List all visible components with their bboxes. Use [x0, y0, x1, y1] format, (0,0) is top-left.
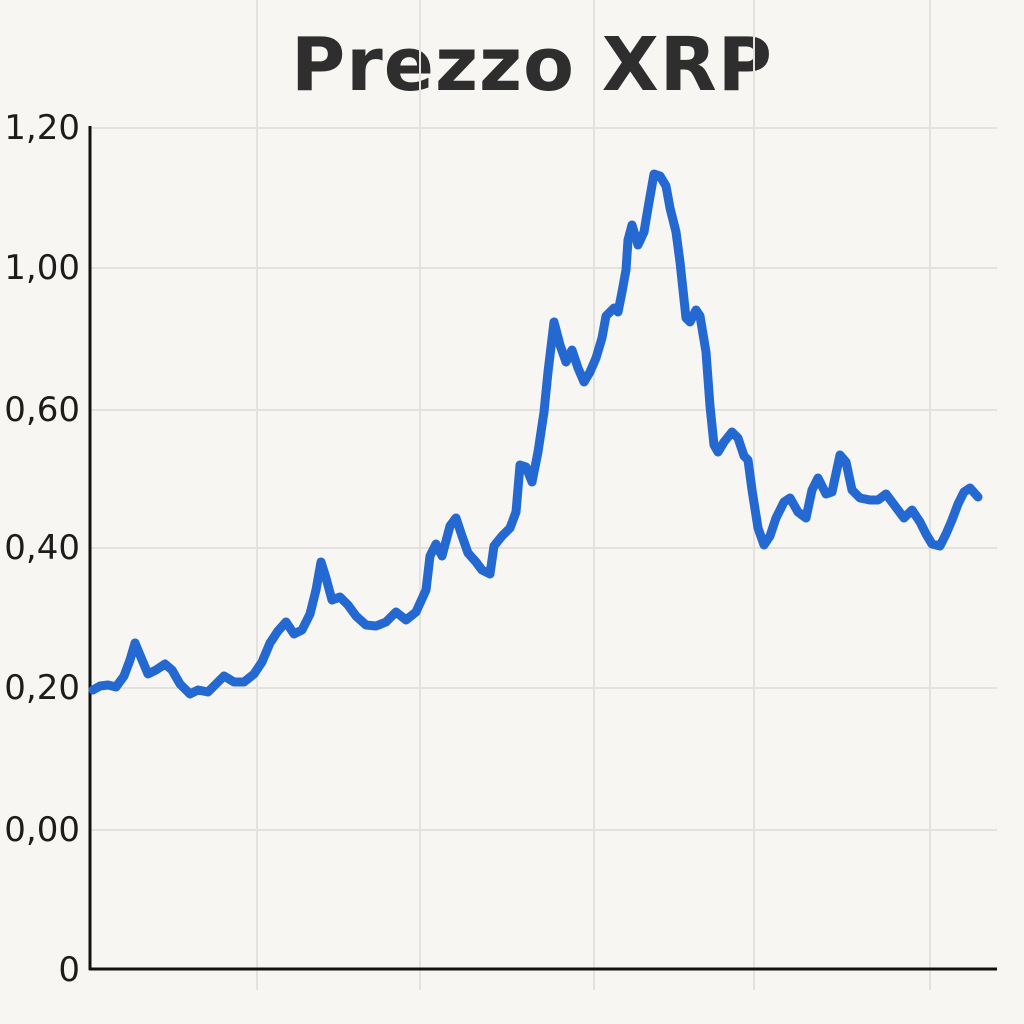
y-tick-label: 0,20 — [4, 668, 80, 708]
y-tick-label: 1,20 — [4, 108, 80, 148]
y-tick-label: 0,00 — [4, 810, 80, 850]
y-tick-label: 0,60 — [4, 390, 80, 430]
y-tick-label: 0,40 — [4, 528, 80, 568]
y-tick-label: 0 — [58, 950, 80, 990]
price-line — [88, 169, 983, 699]
gridlines — [90, 0, 997, 990]
y-tick-label: 1,00 — [4, 248, 80, 288]
chart-title: Prezzo XRP — [291, 22, 773, 108]
